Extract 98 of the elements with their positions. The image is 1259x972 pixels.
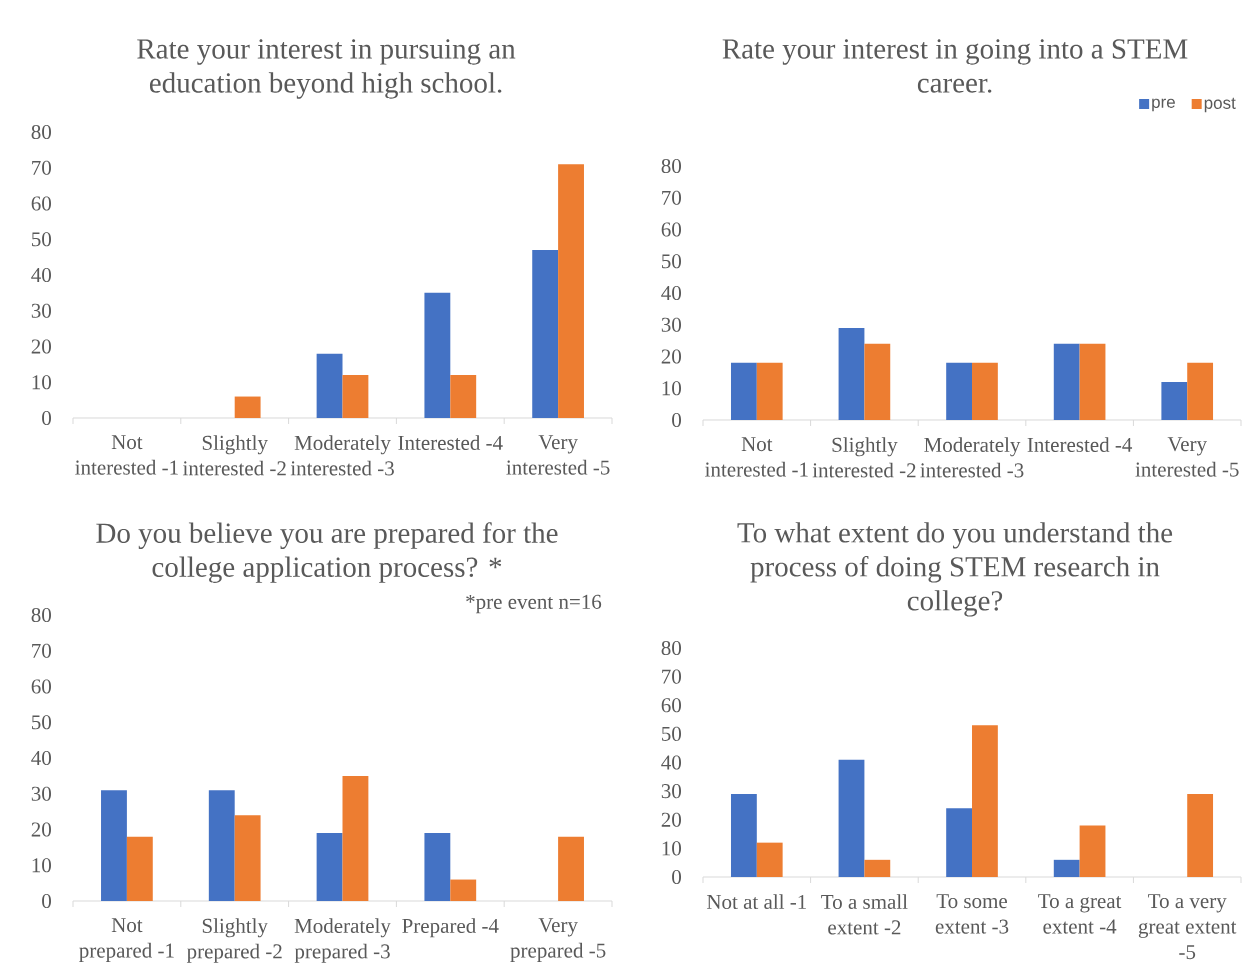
x-tick-label: To a very great extent -5 (1138, 894, 1237, 960)
chart-title: To what extent do you understand the process of doing STEM research in college? (737, 522, 1173, 617)
x-tick-label: Interested -4 (1027, 437, 1133, 452)
y-tick-label: 70 (662, 669, 682, 684)
y-tick-label: 60 (31, 196, 51, 211)
y-tick-label: 50 (32, 232, 51, 247)
chart-title: Rate your interest in going into a STEM career. (722, 39, 1188, 93)
bar (316, 353, 343, 418)
bar (864, 343, 891, 420)
x-tick-label: Not at all -1 (706, 894, 806, 909)
bar (1079, 825, 1106, 877)
y-tick-label: 80 (661, 640, 682, 656)
y-tick-label: 50 (662, 254, 682, 269)
bar (424, 833, 451, 901)
y-tick-label: 60 (661, 222, 682, 237)
y-tick-label: 40 (31, 267, 51, 283)
bar (450, 879, 477, 901)
x-tick-label: Slightly interested -2 (182, 435, 286, 476)
y-tick-label: 10 (662, 841, 682, 856)
x-tick-label: Very prepared -5 (510, 918, 606, 962)
y-tick-label: 50 (662, 726, 682, 741)
bar (316, 833, 343, 901)
y-tick-label: 50 (32, 715, 51, 730)
bar (101, 790, 127, 901)
x-tick-label: Moderately prepared -3 (294, 918, 391, 963)
bar (208, 790, 235, 901)
legend-label: post (1204, 97, 1236, 113)
y-tick-label: 70 (32, 160, 51, 175)
bar (838, 327, 865, 420)
y-tick-label: 10 (32, 858, 51, 873)
bar (946, 362, 973, 420)
x-tick-label: Very interested -5 (506, 435, 610, 475)
bar (756, 842, 783, 877)
bar (342, 775, 369, 901)
x-tick-label: Prepared -4 (402, 918, 499, 938)
bar (972, 725, 998, 877)
y-tick-label: 0 (672, 869, 682, 885)
y-tick-label: 20 (31, 339, 51, 354)
x-tick-label: To a great extent -4 (1038, 894, 1122, 934)
x-tick-label: Interested -4 (398, 435, 503, 450)
y-tick-label: 40 (31, 750, 51, 766)
bar (730, 793, 757, 877)
bar (234, 396, 261, 418)
y-tick-label: 70 (662, 190, 682, 205)
bar (342, 375, 369, 418)
x-tick-label: Slightly prepared -2 (186, 918, 282, 963)
bar (730, 362, 757, 420)
bar (424, 292, 451, 418)
y-tick-label: 80 (31, 124, 51, 140)
legend-label: pre (1152, 98, 1175, 112)
y-tick-label: 10 (32, 375, 51, 390)
bar (864, 859, 891, 877)
y-tick-label: 80 (31, 607, 51, 623)
chart-title: Rate your interest in pursuing an education beyond high school. (137, 39, 516, 99)
y-tick-label: 40 (661, 755, 682, 770)
bar (1187, 793, 1214, 877)
y-tick-label: 30 (31, 786, 51, 801)
y-tick-label: 80 (661, 158, 682, 174)
y-tick-label: 70 (32, 643, 51, 658)
bar (532, 249, 559, 418)
bar (1161, 381, 1188, 420)
text: *pre event n=16 (466, 594, 602, 614)
bar (1079, 343, 1106, 420)
chart-title: Do you believe you are prepared for the college application process? * (96, 522, 558, 583)
x-tick-label: Not interested -1 (705, 437, 808, 477)
bar (1187, 362, 1214, 420)
y-tick-label: 20 (661, 349, 682, 364)
y-tick-label: 60 (31, 679, 51, 694)
x-tick-label: Not prepared -1 (79, 918, 174, 962)
y-tick-label: 0 (672, 412, 682, 428)
x-tick-label: Moderately interested -3 (920, 437, 1024, 478)
x-tick-label: Moderately interested -3 (290, 435, 394, 476)
y-tick-label: 60 (661, 698, 682, 713)
x-tick-label: To some extent -3 (935, 894, 1009, 934)
bar (946, 808, 973, 877)
bar (450, 375, 477, 418)
bar (1053, 343, 1080, 420)
y-tick-label: 40 (661, 285, 682, 301)
y-tick-label: 20 (31, 822, 51, 837)
bar (1053, 859, 1080, 877)
x-tick-label: Very interested -5 (1135, 437, 1239, 477)
y-tick-label: 0 (42, 410, 51, 426)
bar (838, 759, 865, 877)
y-tick-label: 30 (661, 317, 682, 332)
y-tick-label: 30 (31, 303, 51, 318)
y-tick-label: 0 (42, 893, 51, 909)
bar (126, 836, 153, 901)
bar (972, 362, 998, 420)
bar (558, 164, 584, 418)
bar (234, 815, 261, 901)
x-tick-label: To a small extent -2 (821, 894, 908, 935)
x-tick-label: Not interested -1 (75, 435, 178, 475)
y-tick-label: 30 (661, 784, 682, 799)
y-tick-label: 20 (661, 812, 682, 827)
x-tick-label: Slightly interested -2 (812, 437, 916, 478)
bar (558, 836, 584, 901)
y-tick-label: 10 (662, 381, 682, 396)
bar (756, 362, 783, 420)
